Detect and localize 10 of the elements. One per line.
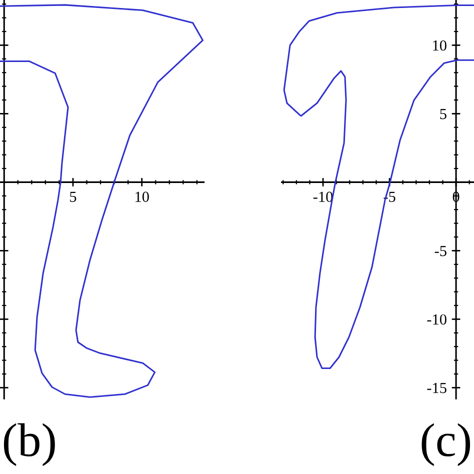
y-tick-label: -10 <box>427 314 446 325</box>
y-tick-label: 5 <box>440 108 446 120</box>
y-tick-label: 10 <box>433 40 446 51</box>
line-series <box>283 4 474 369</box>
y-tick-label: -5 <box>434 246 446 256</box>
text: (b) <box>4 423 55 466</box>
y-tick-label: -15 <box>427 382 446 394</box>
x-tick-label: 5 <box>70 192 76 202</box>
text: (c) <box>422 423 470 466</box>
x-tick-label: 10 <box>136 192 149 202</box>
